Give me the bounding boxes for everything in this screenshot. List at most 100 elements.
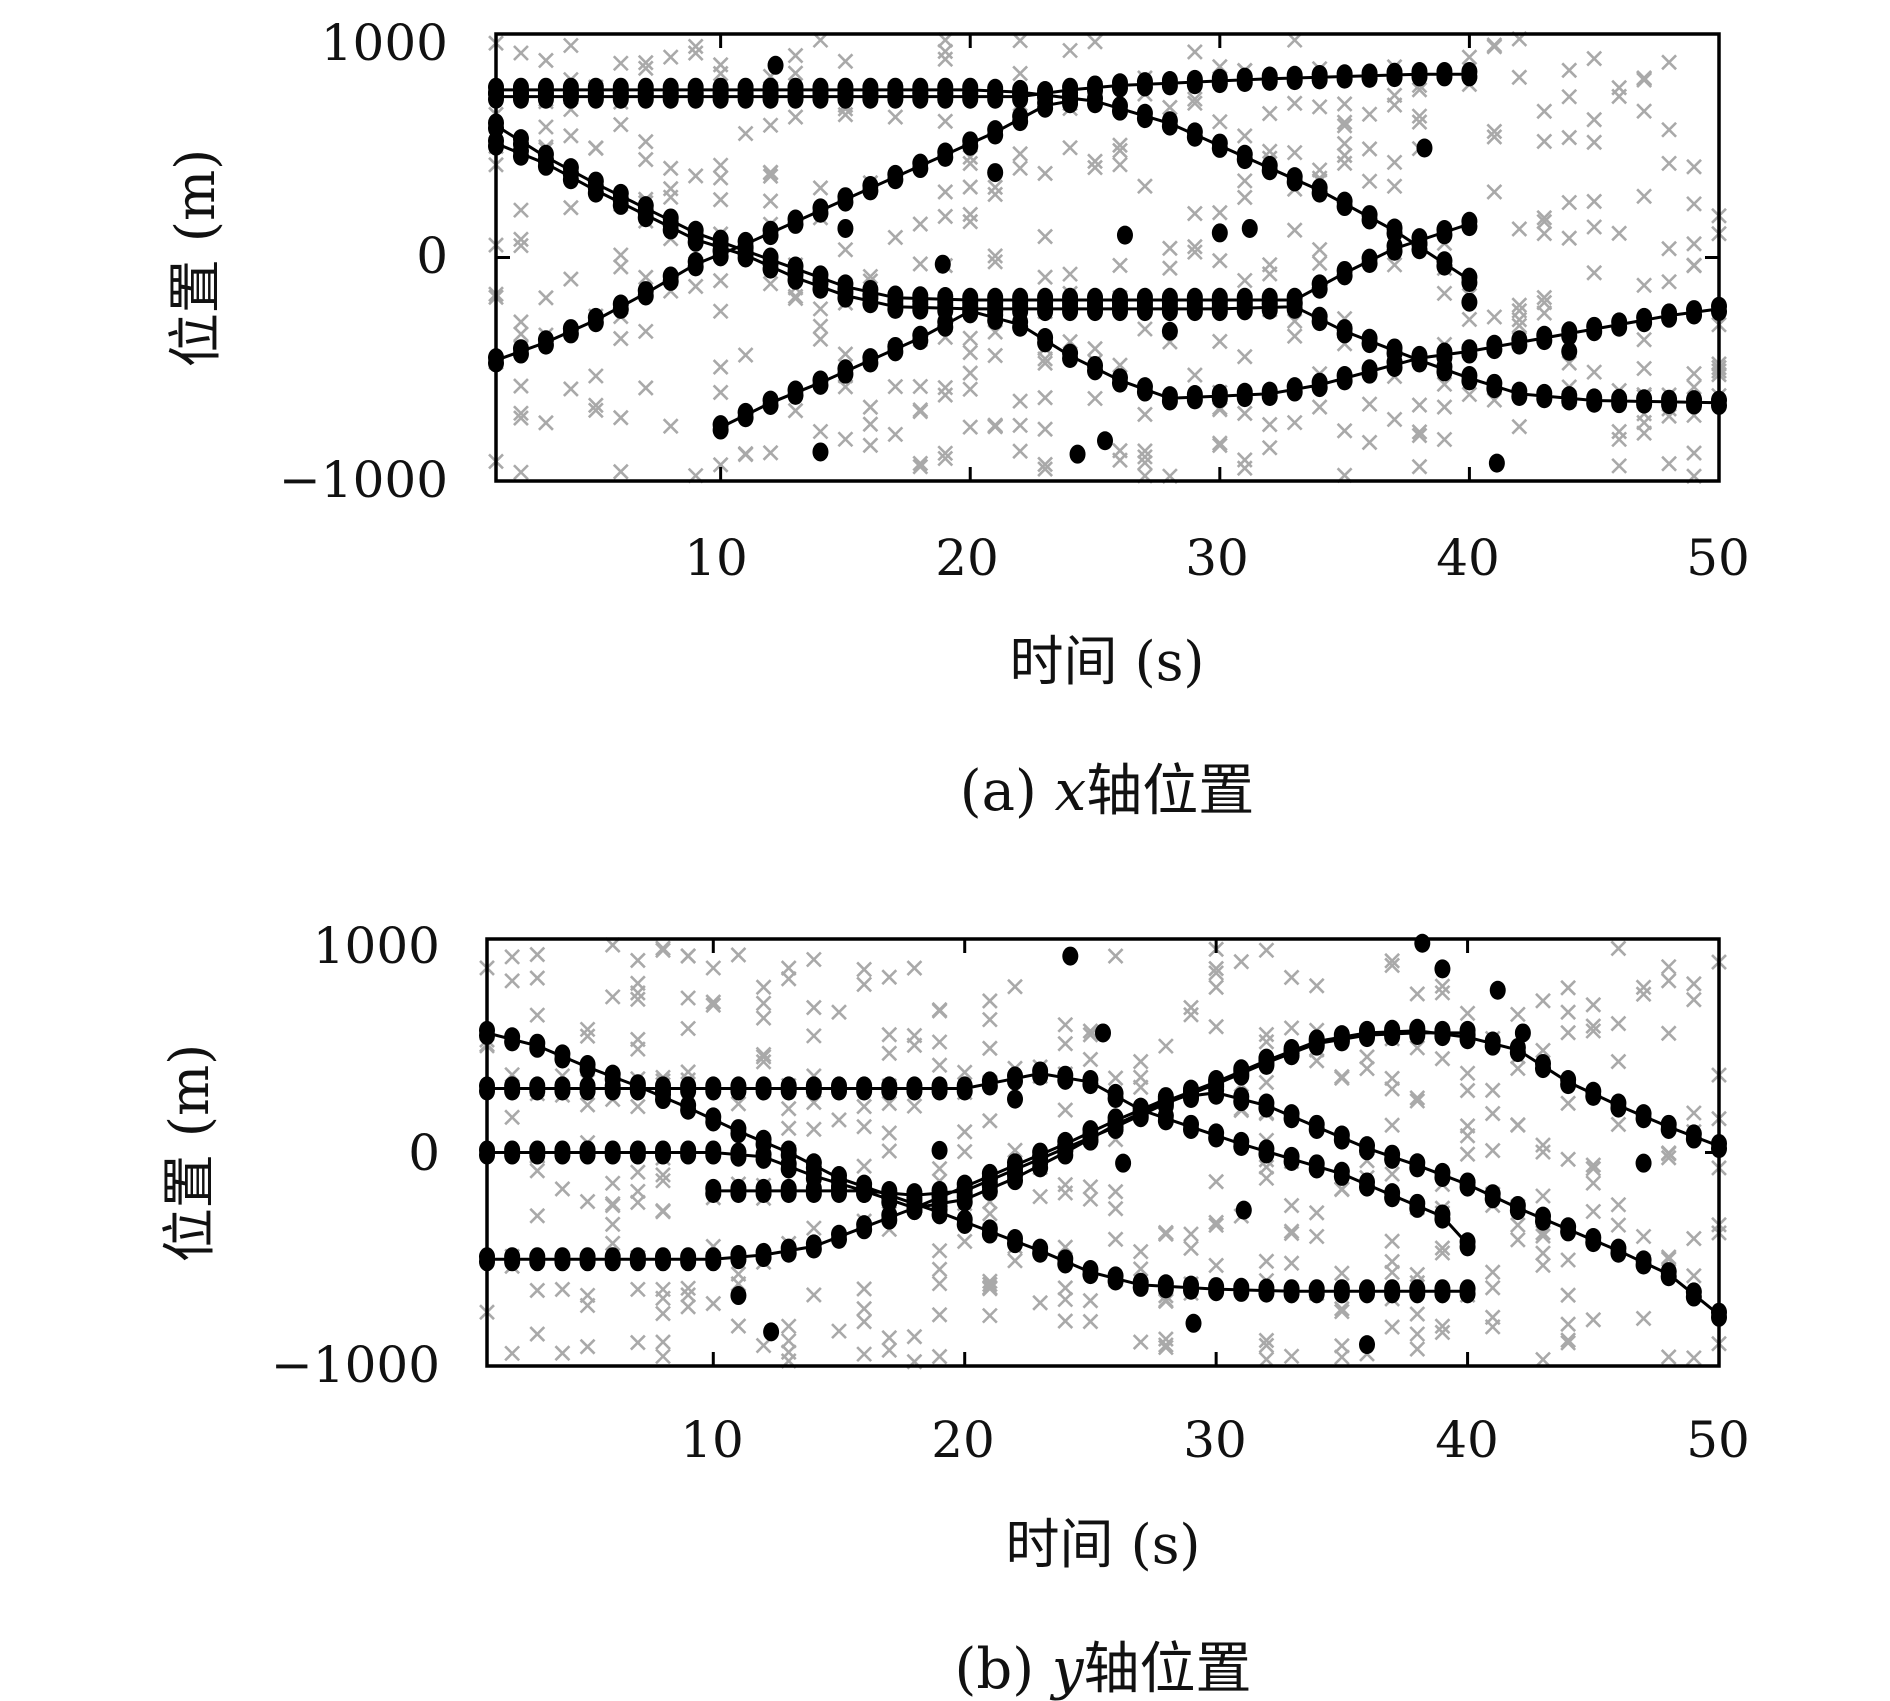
panel-b-track-4-measurement xyxy=(1660,1262,1677,1282)
panel-b-clutter-mark xyxy=(1208,1214,1225,1231)
panel-a-track-5-measurement xyxy=(912,153,929,173)
panel-b-clutter-mark xyxy=(1258,1351,1275,1368)
panel-a-track-2-measurement xyxy=(662,84,679,104)
panel-a-clutter-mark xyxy=(1112,156,1128,173)
panel-a-track-6-measurement xyxy=(712,415,729,435)
panel-b-false-detection xyxy=(1459,1172,1476,1192)
panel-a-clutter-mark xyxy=(1661,240,1678,257)
panel-b-clutter-mark xyxy=(1484,1082,1501,1099)
panel-b-clutter-mark xyxy=(554,1345,571,1362)
panel-b-track-5-measurement xyxy=(1258,1050,1275,1070)
panel-a-clutter-mark xyxy=(1186,205,1203,222)
panel-b-clutter-mark xyxy=(604,1197,621,1214)
panel-b-track-2-measurement xyxy=(1082,1069,1099,1089)
panel-a-clutter-mark xyxy=(1586,111,1603,128)
panel-a-x-axis-label: 时间 (s) xyxy=(1009,630,1204,693)
panel-b-clutter-mark xyxy=(755,1010,772,1026)
panel-a-clutter-mark xyxy=(1611,431,1628,448)
panel-a-clutter-mark xyxy=(1037,165,1054,182)
panel-a-clutter-mark xyxy=(587,402,604,419)
panel-b-clutter-mark xyxy=(680,1020,697,1037)
panel-a-track-1-measurement xyxy=(1386,218,1403,238)
panel-a-clutter-mark xyxy=(513,314,529,330)
panel-a-clutter-mark xyxy=(1236,405,1253,422)
panel-b-clutter-mark xyxy=(604,1216,621,1233)
panel-b-track-1-measurement xyxy=(1359,1279,1375,1299)
panel-b-clutter-mark xyxy=(1434,1245,1451,1261)
panel-b-track-3-measurement xyxy=(629,1140,646,1160)
panel-b-track-4-measurement xyxy=(1535,1206,1551,1226)
panel-b-clutter-mark xyxy=(956,1143,973,1160)
panel-a-clutter-mark xyxy=(812,180,829,196)
panel-b-clutter-mark xyxy=(1157,1293,1174,1310)
panel-a-clutter-mark xyxy=(712,169,729,186)
panel-a-track-4-measurement xyxy=(787,265,804,285)
panel-a-clutter-mark xyxy=(1411,114,1428,131)
panel-b-clutter-mark xyxy=(1535,1137,1551,1154)
panel-a-clutter-mark xyxy=(513,45,529,61)
panel-a-clutter-mark xyxy=(1186,238,1203,255)
panel-b-clutter-mark xyxy=(1560,1334,1577,1351)
panel-a-track-2-measurement xyxy=(912,84,929,104)
panel-a-clutter-mark xyxy=(1686,158,1702,175)
panel-b-clutter-mark xyxy=(1685,1267,1702,1284)
panel-b-clutter-mark xyxy=(856,1346,873,1363)
panel-a-clutter-mark xyxy=(937,450,954,467)
panel-b-clutter-mark xyxy=(906,1098,923,1115)
panel-b-clutter-mark xyxy=(1484,1279,1501,1296)
panel-b-track-5-measurement xyxy=(881,1181,898,1201)
panel-a-clutter-mark xyxy=(513,231,529,248)
panel-b-track-4-measurement xyxy=(1308,1114,1325,1134)
panel-b-clutter-mark xyxy=(1082,1191,1099,1208)
panel-b-clutter-mark xyxy=(629,1098,646,1115)
panel-b-clutter-mark xyxy=(981,1205,998,1222)
panel-a-clutter-mark xyxy=(737,446,754,463)
panel-b-clutter-mark xyxy=(1157,1038,1174,1055)
panel-a-track-4-measurement xyxy=(1561,386,1578,406)
panel-a-clutter-mark xyxy=(1361,396,1378,413)
panel-a-clutter-mark xyxy=(1186,244,1203,261)
panel-a-clutter-mark xyxy=(1336,95,1353,112)
panel-a-track-1-measurement xyxy=(1211,133,1228,153)
panel-a-track-4-measurement xyxy=(662,215,679,235)
panel-b-clutter-mark xyxy=(856,1158,873,1175)
panel-a-clutter-mark xyxy=(812,423,829,440)
panel-b-track-2-measurement xyxy=(956,1076,973,1096)
panel-b-clutter-mark xyxy=(579,1193,596,1210)
panel-a-clutter-mark xyxy=(1536,133,1553,150)
panel-b-clutter-mark xyxy=(881,1045,898,1062)
panel-a-clutter-mark xyxy=(612,409,629,426)
panel-a-clutter-mark xyxy=(1486,123,1503,140)
panel-b-clutter-mark xyxy=(1082,1026,1099,1043)
panel-a-clutter-mark xyxy=(1211,204,1228,221)
panel-b-clutter-mark xyxy=(856,1313,873,1330)
panel-a-track-4-measurement xyxy=(1111,296,1128,316)
panel-b-track-1-measurement xyxy=(1459,1279,1476,1299)
panel-b-clutter-mark xyxy=(1333,1265,1350,1282)
panel-b-clutter-mark xyxy=(1660,1251,1677,1267)
panel-b-clutter-mark xyxy=(1484,1105,1501,1122)
panel-b-clutter-mark xyxy=(1459,1146,1476,1163)
panel-b-clutter-mark xyxy=(1660,1349,1677,1365)
panel-a-track-4-measurement xyxy=(1261,295,1278,315)
panel-b-clutter-mark xyxy=(1509,1231,1526,1248)
panel-a-track-5-measurement xyxy=(687,252,704,272)
panel-b-track-2-measurement xyxy=(981,1071,998,1091)
panel-a-track-5-measurement xyxy=(787,209,804,229)
panel-a-clutter-mark xyxy=(962,330,979,347)
panel-a-track-4-measurement xyxy=(1461,366,1478,386)
panel-a-clutter-mark xyxy=(687,45,704,62)
panel-a-clutter-mark xyxy=(962,365,979,381)
panel-b-clutter-mark xyxy=(1635,1310,1652,1327)
panel-a-clutter-mark xyxy=(1012,443,1029,460)
panel-b-track-3-measurement xyxy=(1635,1104,1652,1124)
panel-a-clutter-mark xyxy=(1137,321,1153,337)
panel-b-clutter-mark xyxy=(1082,1292,1099,1309)
panel-b-track-3-measurement xyxy=(1660,1114,1677,1134)
panel-a-clutter-mark xyxy=(937,51,954,68)
panel-a-track-4-measurement xyxy=(1286,294,1303,314)
panel-b-track-1-measurement xyxy=(1434,1279,1451,1299)
panel-a-clutter-mark xyxy=(1411,427,1428,444)
panel-a-track-2-measurement xyxy=(937,84,954,104)
panel-b-clutter-mark xyxy=(1585,1203,1602,1220)
